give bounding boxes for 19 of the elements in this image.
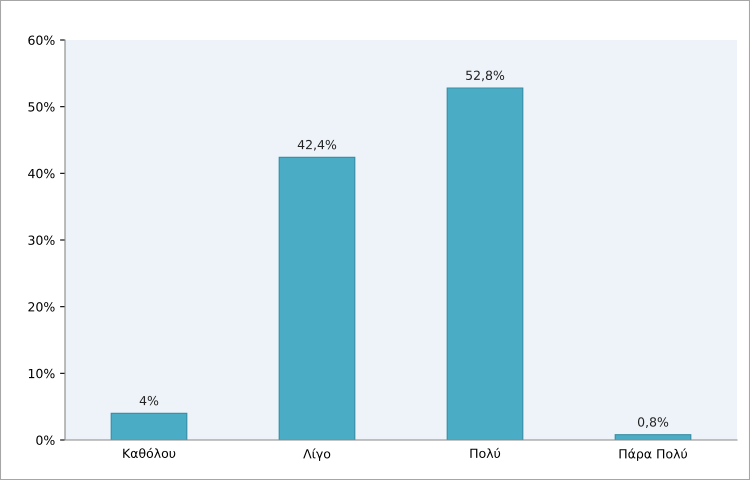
x-tick-label: Λίγο (303, 448, 330, 461)
data-label: 0,8% (638, 417, 668, 428)
y-tick-label: 20% (28, 302, 55, 312)
bar (614, 434, 692, 440)
bar (278, 156, 356, 440)
bar (110, 412, 188, 440)
y-tick-label: 30% (28, 235, 55, 245)
x-tick-label: Πολύ (470, 448, 500, 458)
data-label: 52,8% (466, 70, 504, 82)
x-tick-label: Καθόλου (123, 448, 176, 458)
bar (446, 87, 524, 440)
y-tick-label: 0% (36, 435, 55, 445)
x-tick-label: Πάρα Πολύ (619, 448, 688, 461)
y-tick-label: 40% (28, 168, 55, 178)
y-tick-label: 60% (28, 35, 55, 45)
y-tick-label: 50% (28, 102, 55, 112)
data-label: 42,4% (298, 140, 336, 151)
data-label: 4% (140, 396, 158, 406)
y-tick-label: 10% (28, 368, 55, 378)
